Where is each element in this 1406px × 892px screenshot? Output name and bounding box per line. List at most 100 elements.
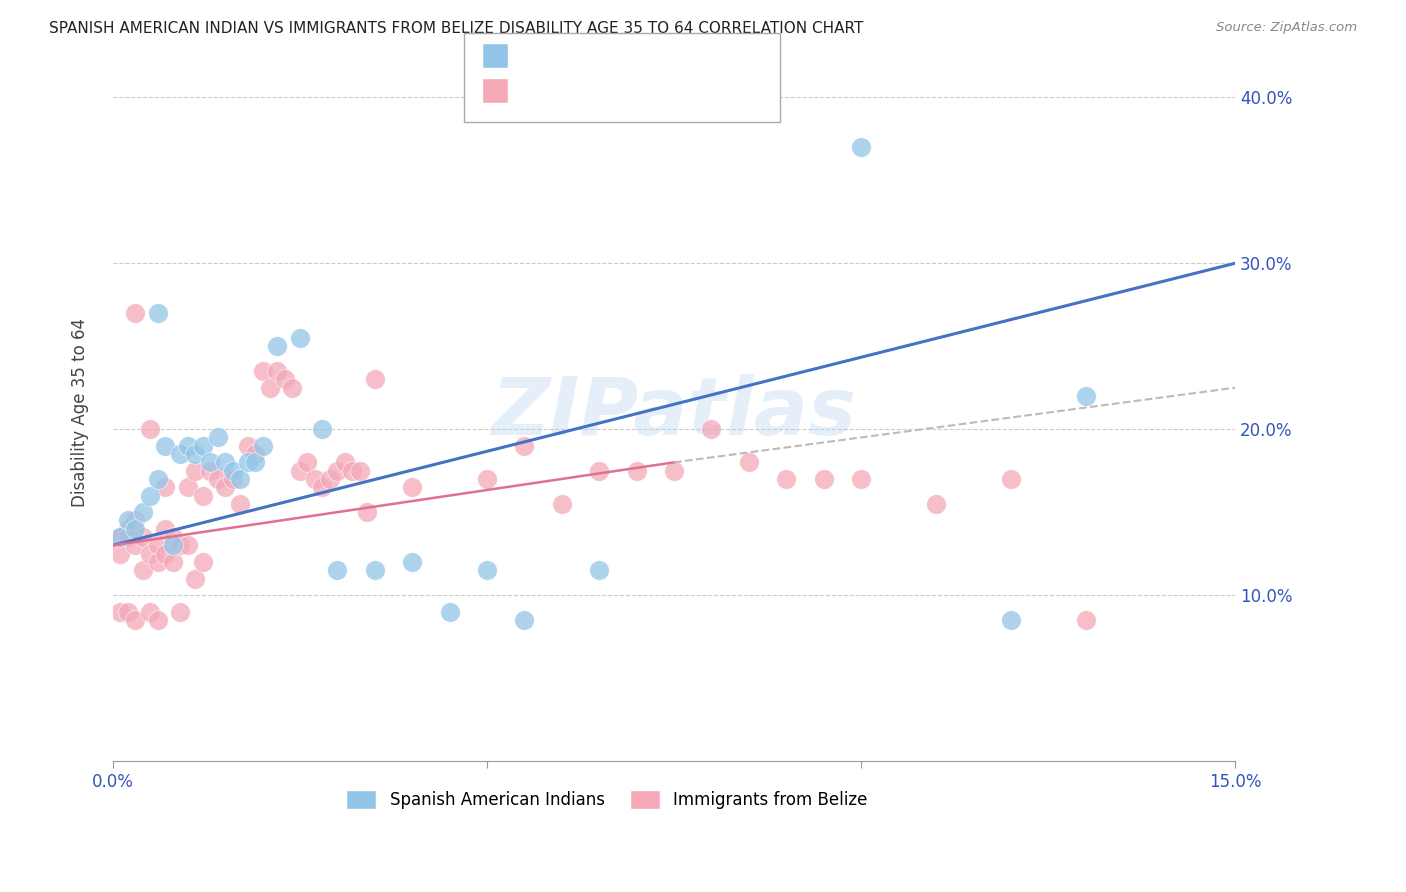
Point [662,464,685,478]
Point [132,530,155,544]
Point [139,489,162,503]
Point [184,447,207,461]
Point [513,613,536,627]
Point [236,455,259,469]
Point [274,372,297,386]
Point [364,372,387,386]
Point [176,480,198,494]
Point [266,364,288,378]
Point [439,605,461,619]
Point [401,555,423,569]
Point [326,563,349,577]
Point [146,555,169,569]
Point [191,555,214,569]
Point [169,605,191,619]
Point [207,430,229,444]
Point [162,555,184,569]
Point [588,563,610,577]
Point [155,480,177,494]
Point [304,472,326,486]
Point [155,439,177,453]
Point [1074,389,1097,403]
Point [117,605,139,619]
Point [198,464,221,478]
Point [849,140,872,154]
Text: 0.153: 0.153 [557,82,609,100]
Point [229,472,252,486]
Point [319,472,342,486]
Point [243,455,266,469]
Point [401,480,423,494]
Y-axis label: Disability Age 35 to 64: Disability Age 35 to 64 [72,318,89,507]
Point [475,472,498,486]
Text: ZIPatlas: ZIPatlas [492,374,856,451]
Point [110,605,132,619]
Point [110,530,132,544]
Point [236,439,259,453]
Point [214,480,236,494]
Point [169,447,191,461]
Point [252,364,274,378]
Point [132,505,155,519]
Point [813,472,835,486]
Point [626,464,648,478]
Point [146,538,169,552]
Point [110,547,132,561]
Point [132,563,155,577]
Point [775,472,797,486]
Point [139,547,162,561]
Point [124,538,146,552]
Point [700,422,723,436]
Point [155,547,177,561]
Point [849,472,872,486]
Point [110,530,132,544]
Point [281,381,304,395]
Point [311,480,333,494]
Point [551,497,574,511]
Point [146,306,169,320]
Point [207,472,229,486]
Text: 69: 69 [669,82,692,100]
Point [139,605,162,619]
Point [288,464,311,478]
Point [326,464,349,478]
Point [162,530,184,544]
Point [475,563,498,577]
Point [1000,472,1022,486]
Point [333,455,356,469]
Point [588,464,610,478]
Point [124,306,146,320]
Point [191,439,214,453]
Point [139,422,162,436]
Point [176,439,198,453]
Point [252,439,274,453]
Point [356,505,378,519]
Point [191,489,214,503]
Point [738,455,761,469]
Point [176,538,198,552]
Point [124,522,146,536]
Point [259,381,281,395]
Point [198,455,221,469]
Point [117,530,139,544]
Point [221,464,243,478]
Point [349,464,371,478]
Text: N =: N = [630,82,666,100]
Text: N =: N = [630,46,666,65]
Text: R =: R = [517,82,554,100]
Text: 34: 34 [669,46,693,65]
Point [221,472,243,486]
Text: 0.388: 0.388 [557,46,609,65]
Point [364,563,387,577]
Point [1000,613,1022,627]
Point [342,464,364,478]
Point [214,455,236,469]
Text: SPANISH AMERICAN INDIAN VS IMMIGRANTS FROM BELIZE DISABILITY AGE 35 TO 64 CORREL: SPANISH AMERICAN INDIAN VS IMMIGRANTS FR… [49,21,863,37]
Point [229,497,252,511]
Point [243,447,266,461]
Point [117,522,139,536]
Point [184,572,207,586]
Text: R =: R = [517,46,554,65]
Point [266,339,288,353]
Point [513,439,536,453]
